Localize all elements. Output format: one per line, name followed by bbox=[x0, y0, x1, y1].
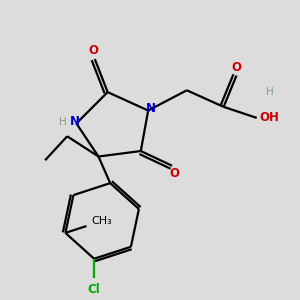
Text: H: H bbox=[58, 117, 66, 127]
Text: O: O bbox=[232, 61, 242, 74]
Text: Cl: Cl bbox=[88, 283, 100, 296]
Text: CH₃: CH₃ bbox=[92, 216, 112, 226]
Text: N: N bbox=[146, 102, 156, 115]
Text: OH: OH bbox=[260, 111, 280, 124]
Text: N: N bbox=[70, 115, 80, 128]
Text: O: O bbox=[88, 44, 98, 57]
Text: O: O bbox=[169, 167, 179, 180]
Text: H: H bbox=[266, 87, 274, 97]
